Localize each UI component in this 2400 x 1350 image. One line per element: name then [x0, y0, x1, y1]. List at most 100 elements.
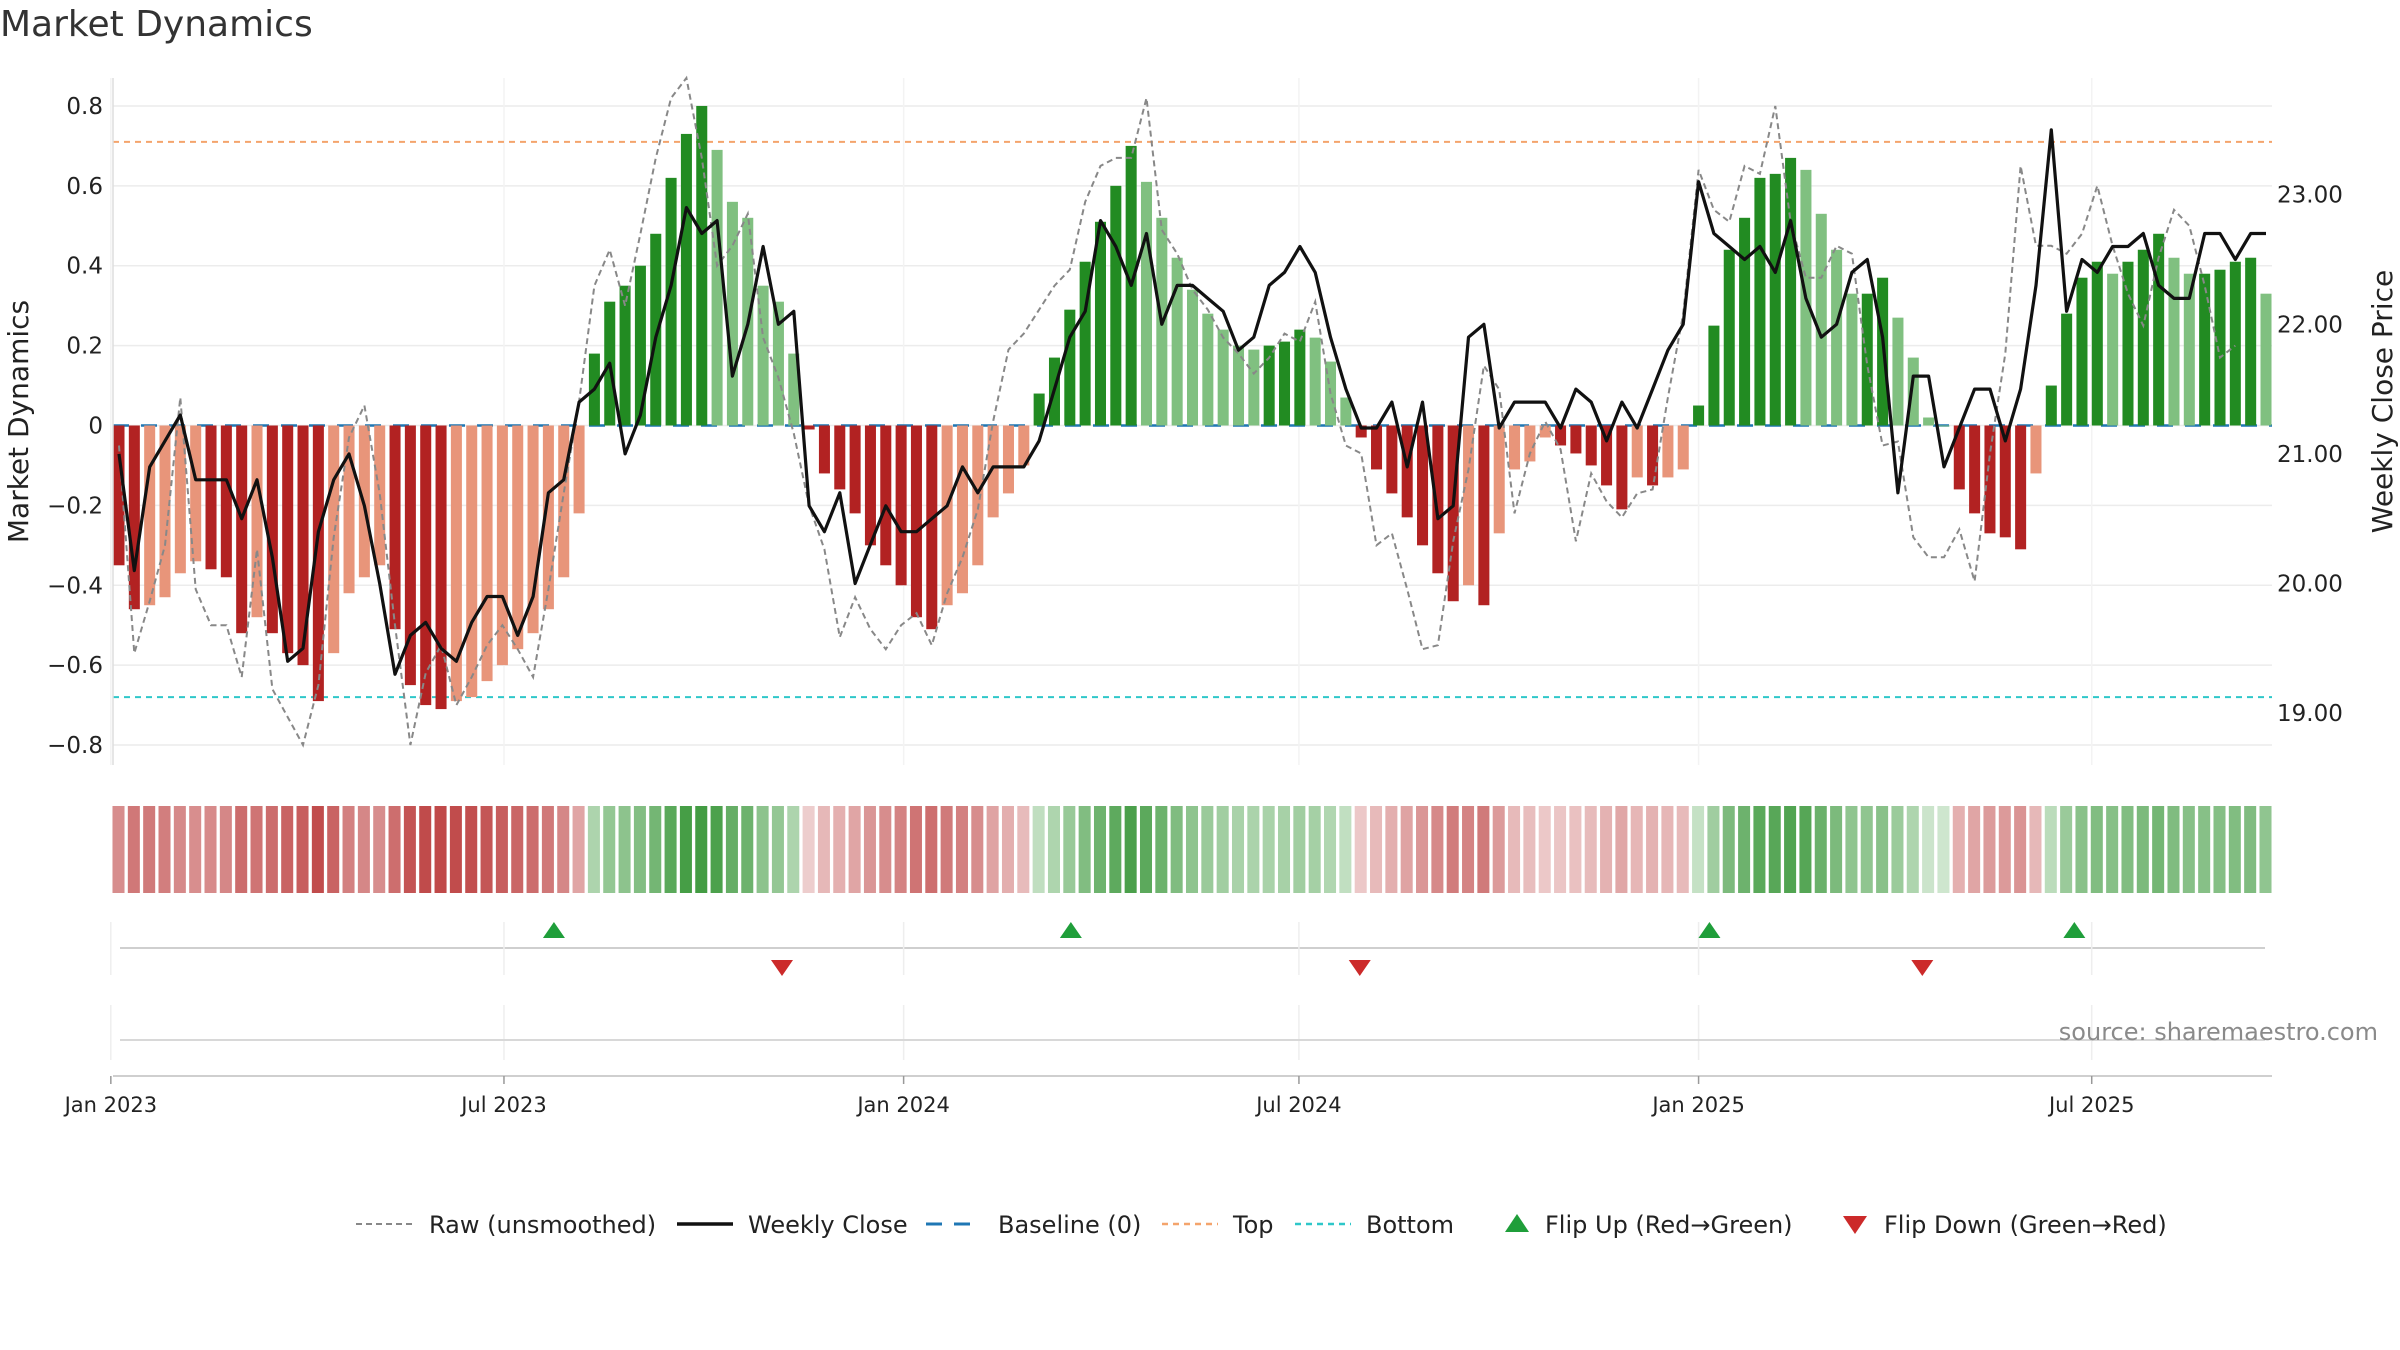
- flip-down-marker: [770, 960, 793, 976]
- chart-title: Market Dynamics: [0, 4, 313, 45]
- momentum-bar: [2091, 261, 2103, 426]
- strip-cell: [1600, 806, 1613, 893]
- strip-cell: [511, 806, 524, 893]
- momentum-bar: [312, 425, 324, 702]
- strip-cell: [449, 806, 462, 893]
- momentum-bar: [113, 425, 125, 566]
- strip-cell: [112, 806, 125, 893]
- color-strip: [112, 806, 2272, 893]
- momentum-bar: [1769, 173, 1781, 426]
- x-tick-label: Jan 2023: [63, 1093, 158, 1117]
- momentum-bar: [1171, 257, 1183, 426]
- momentum-bar: [1524, 425, 1536, 462]
- strip-cell: [158, 806, 171, 893]
- strip-cell: [1462, 806, 1475, 893]
- strip-cell: [250, 806, 263, 893]
- bars-layer: [113, 105, 2272, 710]
- strip-cell: [1906, 806, 1919, 893]
- momentum-bar: [1232, 345, 1245, 426]
- momentum-bar: [266, 425, 278, 634]
- momentum-bar: [696, 105, 708, 426]
- strip-cell: [2090, 806, 2103, 893]
- strip-cell: [587, 806, 600, 893]
- strip-cell: [2106, 806, 2119, 893]
- strip-cell: [1308, 806, 1321, 893]
- momentum-bar: [1754, 177, 1766, 426]
- strip-cell: [2121, 806, 2134, 893]
- strip-cell: [633, 806, 646, 893]
- strip-cell: [2167, 806, 2180, 893]
- flip-up-marker: [1059, 922, 1082, 938]
- x-tick-label: Jul 2023: [459, 1093, 546, 1117]
- momentum-bar: [389, 425, 401, 630]
- strip-cell: [1615, 806, 1628, 893]
- strip-cell: [2044, 806, 2057, 893]
- strip-cell: [2014, 806, 2027, 893]
- strip-cell: [1047, 806, 1060, 893]
- strip-cell: [1876, 806, 1889, 893]
- momentum-bar: [972, 425, 984, 566]
- momentum-bar: [1570, 425, 1582, 454]
- momentum-bar: [1263, 345, 1275, 426]
- strip-cell: [2244, 806, 2257, 893]
- strip-cell: [1922, 806, 1935, 893]
- strip-cell: [2075, 806, 2088, 893]
- momentum-bar: [1463, 425, 1475, 586]
- momentum-bar: [542, 425, 554, 610]
- momentum-bar: [1493, 425, 1505, 534]
- y2-tick-label: 20.00: [2277, 572, 2343, 598]
- momentum-bar: [2153, 233, 2165, 426]
- momentum-bar: [1217, 329, 1229, 426]
- momentum-bar: [1371, 425, 1383, 470]
- strip-cell: [1768, 806, 1781, 893]
- y2-axis-label: Weekly Close Price: [2366, 270, 2399, 533]
- momentum-bar: [726, 201, 738, 426]
- momentum-bar: [650, 233, 662, 426]
- strip-cell: [480, 806, 493, 893]
- strip-cell: [2213, 806, 2226, 893]
- momentum-bar: [2122, 261, 2134, 426]
- momentum-bar: [772, 301, 784, 426]
- strip-cell: [986, 806, 999, 893]
- x-tick-label: Jan 2024: [855, 1093, 950, 1117]
- momentum-bar: [573, 425, 585, 514]
- strip-cell: [771, 806, 784, 893]
- y-tick-label: −0.2: [47, 493, 103, 519]
- momentum-bar: [205, 425, 217, 570]
- momentum-bar: [2137, 249, 2149, 426]
- strip-cell: [526, 806, 539, 893]
- momentum-bar: [1831, 249, 1843, 426]
- momentum-bar: [1309, 337, 1321, 426]
- momentum-bar: [1432, 425, 1444, 574]
- strip-cell: [2182, 806, 2195, 893]
- momentum-bar: [1094, 221, 1106, 426]
- momentum-bar: [1555, 425, 1567, 446]
- momentum-bar: [1079, 261, 1091, 426]
- momentum-bar: [343, 425, 355, 594]
- legend: Raw (unsmoothed) Weekly Close Baseline (0)…: [356, 1211, 2167, 1239]
- strip-cell: [1676, 806, 1689, 893]
- strip-cell: [1830, 806, 1843, 893]
- strip-cell: [787, 806, 800, 893]
- strip-cell: [1952, 806, 1965, 893]
- strip-cell: [1354, 806, 1367, 893]
- strip-cell: [1093, 806, 1106, 893]
- strip-cell: [143, 806, 156, 893]
- momentum-bar: [864, 425, 876, 546]
- strip-cell: [1431, 806, 1444, 893]
- strip-cell: [1247, 806, 1260, 893]
- strip-cell: [1891, 806, 1904, 893]
- y2-tick-label: 19.00: [2277, 701, 2343, 727]
- strip-cell: [557, 806, 570, 893]
- strip-cell: [1170, 806, 1183, 893]
- strip-cell: [879, 806, 892, 893]
- momentum-bar: [144, 425, 156, 606]
- momentum-bar: [1539, 425, 1551, 438]
- strip-cell: [1155, 806, 1168, 893]
- strip-cell: [1370, 806, 1383, 893]
- strip-cell: [1492, 806, 1505, 893]
- strip-cell: [833, 806, 846, 893]
- momentum-bar: [282, 425, 294, 654]
- strip-cell: [235, 806, 248, 893]
- lines-layer: [117, 75, 2266, 748]
